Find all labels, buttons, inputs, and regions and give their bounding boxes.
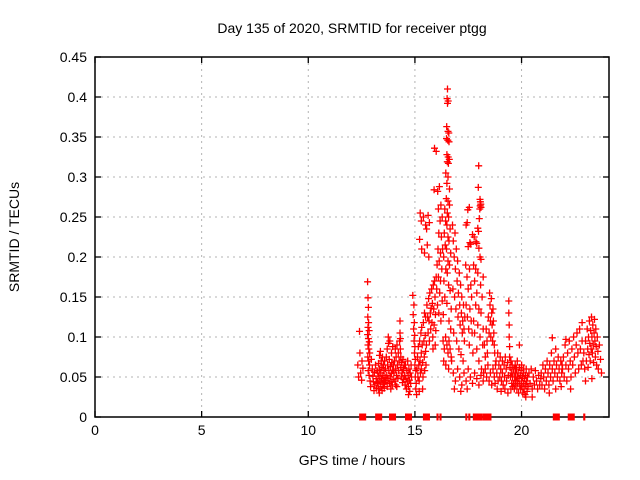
x-tick-label: 5: [198, 422, 206, 438]
y-tick-label: 0.45: [60, 49, 87, 65]
y-tick-label: 0.2: [68, 249, 88, 265]
x-axis-label: GPS time / hours: [298, 452, 406, 468]
y-tick-label: 0.3: [68, 169, 88, 185]
grid: [95, 57, 609, 417]
y-tick-label: 0.15: [60, 289, 87, 305]
y-tick-label: 0.35: [60, 129, 87, 145]
chart-title: Day 135 of 2020, SRMTID for receiver ptg…: [217, 20, 487, 36]
y-tick-label: 0.4: [68, 89, 88, 105]
plot-frame: [94, 56, 610, 418]
x-tick-label: 10: [300, 422, 316, 438]
gap-markers: [359, 413, 586, 421]
x-tick-label: 15: [407, 422, 423, 438]
y-tick-label: 0: [79, 409, 87, 425]
scatter-points: [354, 85, 605, 401]
y-tick-label: 0.1: [68, 329, 88, 345]
x-tick-label: 20: [514, 422, 530, 438]
axis-ticks: [94, 56, 609, 418]
x-tick-label: 0: [91, 422, 99, 438]
y-tick-label: 0.25: [60, 209, 87, 225]
tick-labels: 0 5 10 15 20 0 0.05 0.1 0.15 0.2 0.25 0.3 0.35 0.4 0.4…: [60, 49, 530, 438]
y-tick-label: 0.05: [60, 369, 87, 385]
